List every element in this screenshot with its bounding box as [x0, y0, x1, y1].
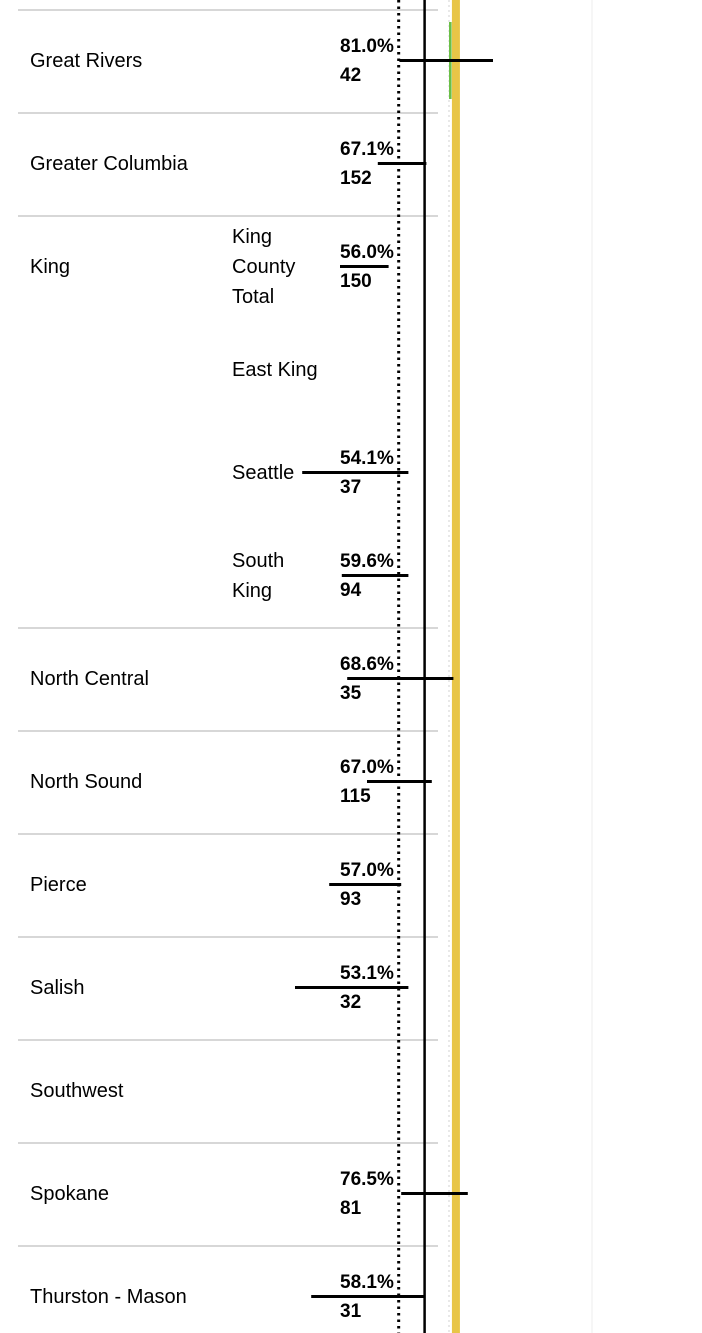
region-label: Greater Columbia — [30, 152, 188, 175]
percent-label: 67.0% — [340, 756, 394, 778]
percent-label: 67.1% — [340, 138, 394, 160]
value-labels: 58.1% 31 — [340, 1268, 394, 1326]
row-separator — [18, 1039, 438, 1041]
value-labels: 59.6% 94 — [340, 547, 394, 605]
value-labels: 53.1% 32 — [340, 959, 394, 1017]
value-labels: 76.5% 81 — [340, 1165, 394, 1223]
row-separator — [18, 215, 438, 217]
region-label: Great Rivers — [30, 49, 143, 72]
table-row: Pierce 57.0% 93 — [0, 833, 438, 936]
region-label: North Sound — [30, 770, 143, 793]
value-labels: 67.0% 115 — [340, 753, 394, 811]
percent-label: 81.0% — [340, 35, 394, 57]
table-row: Thurston - Mason 58.1% 31 — [0, 1245, 438, 1333]
percent-label: 59.6% — [340, 550, 394, 572]
row-separator — [18, 730, 438, 732]
subregion-label: Seattle — [232, 461, 295, 484]
table-row: Greater Columbia 67.1% 152 — [0, 112, 438, 215]
sample-size-label: 81 — [340, 1197, 362, 1219]
table-row: Seattle 54.1% 37 — [0, 421, 438, 524]
sample-size-label: 152 — [340, 167, 372, 189]
table-row: North Sound 67.0% 115 — [0, 730, 438, 833]
percent-label: 57.0% — [340, 859, 394, 881]
subregion-label: South King — [232, 549, 285, 602]
sample-size-label: 115 — [340, 785, 371, 807]
region-label: Salish — [30, 976, 85, 999]
table-row: Great Rivers 81.0% 42 — [0, 9, 438, 112]
row-separator — [18, 936, 438, 938]
percent-label: 56.0% — [340, 241, 394, 263]
value-labels: 81.0% 42 — [340, 32, 394, 90]
sample-size-label: 35 — [340, 682, 362, 704]
sample-size-label: 93 — [340, 888, 362, 910]
sample-size-label: 150 — [340, 270, 372, 292]
percent-label: 54.1% — [340, 447, 394, 469]
row-separator — [18, 1245, 438, 1247]
row-separator — [18, 1142, 438, 1144]
subregion-label: King County Total — [232, 225, 296, 308]
table-row: East King — [0, 318, 438, 421]
sample-size-label: 32 — [340, 991, 362, 1013]
percent-label: 76.5% — [340, 1168, 394, 1190]
row-separator — [18, 9, 438, 11]
table-row: King King County Total 56.0% 150 — [0, 215, 438, 318]
sample-size-label: 42 — [340, 64, 362, 86]
region-label: Southwest — [30, 1079, 124, 1102]
percent-label: 58.1% — [340, 1271, 394, 1293]
row-separator — [18, 833, 438, 835]
sample-size-label: 31 — [340, 1300, 362, 1322]
region-label: Pierce — [30, 873, 87, 896]
row-separator — [18, 112, 438, 114]
value-labels: 56.0% 150 — [340, 238, 394, 296]
row-separator — [18, 627, 438, 629]
value-labels: 57.0% 93 — [340, 856, 394, 914]
value-labels: 54.1% 37 — [340, 444, 394, 502]
value-labels: 68.6% 35 — [340, 650, 394, 708]
region-label: North Central — [30, 667, 149, 690]
table-row: South King 59.6% 94 — [0, 524, 438, 627]
percent-label: 68.6% — [340, 653, 394, 675]
region-label: King — [30, 255, 71, 278]
table-row: Southwest — [0, 1039, 438, 1142]
table-row: Salish 53.1% 32 — [0, 936, 438, 1039]
value-labels: 67.1% 152 — [340, 135, 394, 193]
sample-size-label: 94 — [340, 579, 362, 601]
region-label: Spokane — [30, 1182, 109, 1205]
table-row: Spokane 76.5% 81 — [0, 1142, 438, 1245]
sample-size-label: 37 — [340, 476, 362, 498]
percent-label: 53.1% — [340, 962, 394, 984]
region-label: Thurston - Mason — [30, 1285, 187, 1308]
subregion-label: East King — [232, 358, 318, 381]
table-row: North Central 68.6% 35 — [0, 627, 438, 730]
